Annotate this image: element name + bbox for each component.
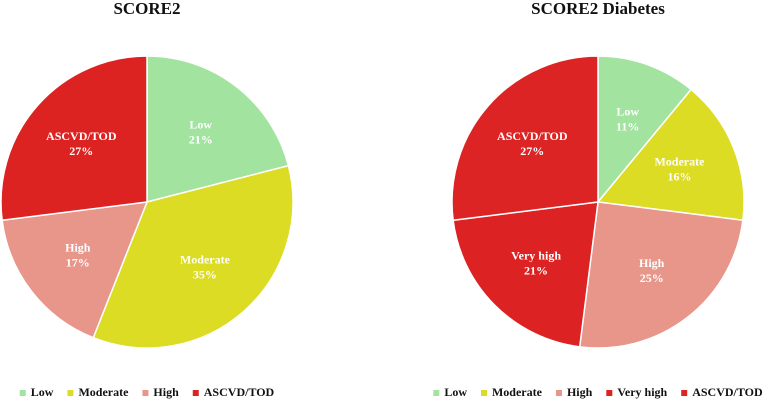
legend-swatch	[606, 390, 613, 396]
slice-category: Very high	[511, 249, 561, 263]
slice-value: 35%	[193, 267, 217, 281]
legend-label: Moderate	[492, 385, 543, 399]
legend-swatch	[19, 390, 26, 396]
slice-value: 16%	[667, 170, 691, 184]
slice-value: 17%	[66, 255, 90, 269]
slice-category: High	[65, 240, 91, 254]
legend-label: Low	[31, 385, 54, 399]
slice-category: ASCVD/TOD	[497, 129, 568, 143]
legend-label: High	[153, 385, 179, 399]
slice-category: Moderate	[180, 252, 231, 266]
legend-swatch	[681, 390, 688, 396]
slice-value: 21%	[189, 133, 213, 147]
legend-label: Low	[444, 385, 467, 399]
legend-swatch	[433, 390, 440, 396]
slice-value: 27%	[520, 144, 544, 158]
legend-label: Moderate	[78, 385, 129, 399]
slice-value: 11%	[616, 119, 639, 133]
slice-value: 27%	[69, 144, 93, 158]
legend-swatch	[142, 390, 149, 396]
legend-label: ASCVD/TOD	[692, 385, 763, 399]
pie-slice	[451, 55, 599, 222]
legend-swatch	[192, 390, 199, 396]
slice-value: 21%	[524, 264, 548, 278]
legend-swatch	[555, 390, 562, 396]
chart-title: SCORE2	[113, 0, 180, 18]
slice-category: Moderate	[654, 155, 705, 169]
legend-label: High	[567, 385, 593, 399]
legend-label: Very high	[617, 385, 667, 399]
chart-title: SCORE2 Diabetes	[531, 0, 665, 18]
slice-category: ASCVD/TOD	[46, 129, 117, 143]
pie-slice	[596, 88, 745, 222]
legend-swatch	[480, 390, 487, 396]
legend-label: ASCVD/TOD	[204, 385, 275, 399]
pie-slice	[578, 201, 744, 349]
pie-slice	[0, 55, 148, 222]
legend: Low Moderate High Very high ASCVD/TOD	[433, 385, 763, 399]
pie-slice	[1, 201, 149, 339]
legend: Low Moderate High ASCVD/TOD	[19, 385, 275, 399]
pie-slice	[452, 201, 599, 348]
pie-slice	[146, 55, 290, 203]
slice-value: 25%	[640, 271, 664, 285]
pie-slice	[92, 164, 294, 349]
pie-slice	[597, 55, 693, 205]
slice-category: Low	[616, 104, 639, 118]
legend-swatch	[67, 390, 74, 396]
slice-category: High	[639, 256, 665, 270]
slice-category: Low	[189, 118, 212, 132]
